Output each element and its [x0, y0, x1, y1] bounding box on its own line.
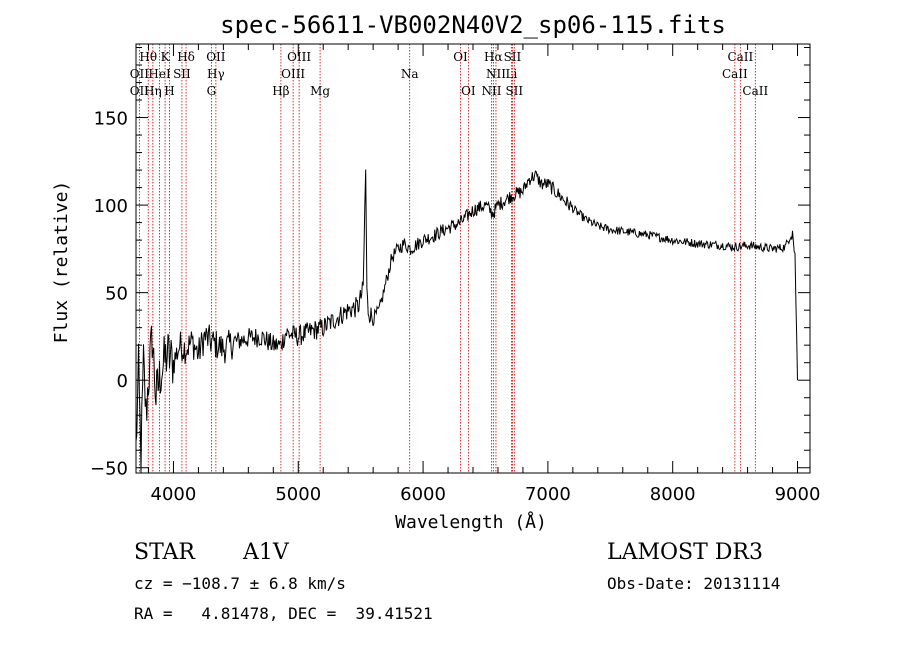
y-tick-label: 50 — [105, 284, 128, 305]
spectral-line-label: NII — [481, 84, 501, 98]
redshift-readout: cz = −108.7 ± 6.8 km/s — [134, 574, 346, 593]
plot-frame — [135, 43, 811, 474]
survey-name: LAMOST DR3 — [607, 540, 763, 565]
spectral-line-label: H — [164, 84, 174, 98]
x-tick-label: 5000 — [275, 484, 321, 505]
spectral-line-label: OII — [130, 84, 150, 98]
spectral-line-label: Hη — [144, 84, 162, 98]
spectral-line-label: CaII — [727, 50, 753, 64]
spectral-line-label: Hα — [484, 50, 503, 64]
spectral-line-label: SII — [504, 50, 522, 64]
spectral-line-label: Mg — [310, 84, 330, 98]
spectral-line-label: OI — [461, 84, 476, 98]
x-tick-label: 4000 — [151, 484, 197, 505]
spectral-line-label: Hθ — [139, 50, 157, 64]
y-tick-label: −50 — [90, 459, 128, 480]
spectral-line-label: Li — [506, 67, 518, 81]
spectral-lines-layer — [138, 44, 756, 473]
spectral-line-label: OIII — [281, 67, 305, 81]
chart-title: spec-56611-VB002N40V2_sp06-115.fits — [220, 11, 726, 39]
y-axis-label: Flux (relative) — [51, 181, 72, 344]
spectral-line-label: OIII — [287, 50, 311, 64]
spectral-line-label: Hγ — [207, 67, 225, 81]
x-tick-label: 6000 — [400, 484, 446, 505]
spectral-line-label: Hδ — [177, 50, 195, 64]
spectral-line-label: SII — [173, 67, 191, 81]
x-axis-label: Wavelength (Å) — [395, 511, 547, 533]
object-subclass: A1V — [242, 540, 290, 565]
spectrum-trace — [135, 169, 798, 474]
object-class: STAR — [134, 540, 196, 565]
spectral-line-label: CaII — [742, 84, 768, 98]
axis-ticks — [136, 44, 810, 473]
y-tick-label: 0 — [117, 371, 128, 392]
spectral-line-label: K — [161, 50, 171, 64]
x-tick-label: 9000 — [775, 484, 821, 505]
spectral-line-label: CaII — [722, 67, 748, 81]
y-tick-label: 150 — [94, 109, 128, 130]
spectral-line-label: Hβ — [272, 84, 289, 98]
spectral-line-label: OII — [206, 50, 226, 64]
spectral-line-label: Na — [401, 67, 419, 81]
x-tick-label: 7000 — [525, 484, 571, 505]
axis-tick-labels: 4000 5000 6000 7000 8000 9000 −50 0 50 100 150 — [90, 109, 820, 505]
observation-date: Obs-Date: 20131114 — [607, 574, 780, 593]
spectral-line-label: SII — [505, 84, 523, 98]
spectral-line-label: G — [207, 84, 217, 98]
spectral-line-label: OI — [453, 50, 468, 64]
spectral-line-label: OII — [130, 67, 150, 81]
x-tick-label: 8000 — [650, 484, 696, 505]
y-tick-label: 100 — [94, 196, 128, 217]
spectral-line-label: NII — [486, 67, 506, 81]
spectral-line-label: HeI — [148, 67, 171, 81]
coordinates-readout: RA = 4.81478, DEC = 39.41521 — [134, 604, 433, 623]
